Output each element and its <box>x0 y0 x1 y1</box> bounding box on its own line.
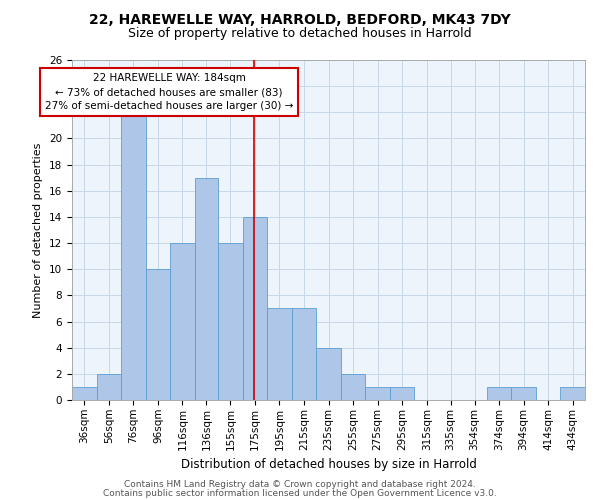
Bar <box>341 374 365 400</box>
Bar <box>390 387 415 400</box>
Bar <box>146 269 170 400</box>
Bar <box>560 387 585 400</box>
Text: Size of property relative to detached houses in Harrold: Size of property relative to detached ho… <box>128 28 472 40</box>
Text: Contains public sector information licensed under the Open Government Licence v3: Contains public sector information licen… <box>103 488 497 498</box>
Text: Contains HM Land Registry data © Crown copyright and database right 2024.: Contains HM Land Registry data © Crown c… <box>124 480 476 489</box>
Bar <box>316 348 341 400</box>
Bar <box>218 243 242 400</box>
Bar <box>195 178 218 400</box>
Y-axis label: Number of detached properties: Number of detached properties <box>34 142 43 318</box>
X-axis label: Distribution of detached houses by size in Harrold: Distribution of detached houses by size … <box>181 458 476 471</box>
Bar <box>97 374 121 400</box>
Bar <box>72 387 97 400</box>
Bar <box>242 217 267 400</box>
Bar <box>365 387 390 400</box>
Bar <box>511 387 536 400</box>
Bar <box>121 112 146 400</box>
Text: 22 HAREWELLE WAY: 184sqm
← 73% of detached houses are smaller (83)
27% of semi-d: 22 HAREWELLE WAY: 184sqm ← 73% of detach… <box>45 73 293 111</box>
Bar <box>267 308 292 400</box>
Bar <box>487 387 511 400</box>
Bar <box>292 308 316 400</box>
Bar <box>170 243 195 400</box>
Text: 22, HAREWELLE WAY, HARROLD, BEDFORD, MK43 7DY: 22, HAREWELLE WAY, HARROLD, BEDFORD, MK4… <box>89 12 511 26</box>
